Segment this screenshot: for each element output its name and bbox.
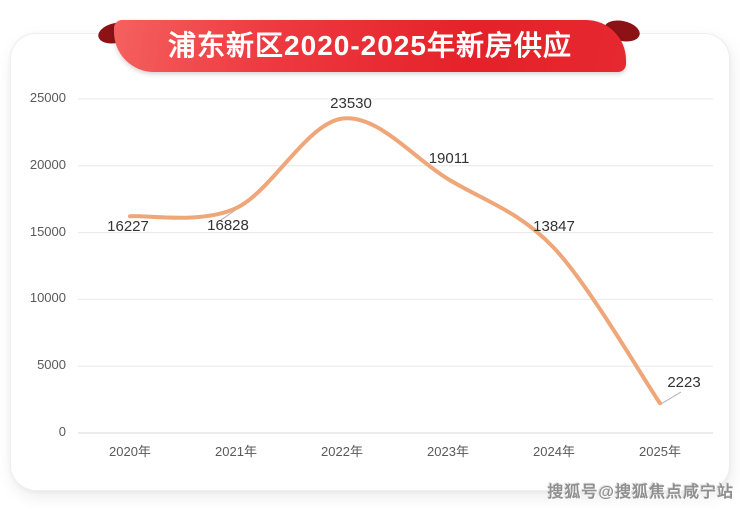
data-label: 2223: [667, 374, 701, 391]
data-label: 19011: [428, 150, 470, 167]
chart-title: 浦东新区2020-2025年新房供应: [168, 30, 572, 61]
y-axis-tick-label: 15000: [29, 224, 66, 239]
x-axis-label: 2024年: [533, 444, 575, 459]
y-axis-tick-label: 10000: [29, 290, 66, 305]
y-axis-tick-label: 20000: [29, 157, 66, 172]
ribbon-body: 浦东新区2020-2025年新房供应: [114, 20, 626, 72]
x-axis-label: 2025年: [639, 444, 681, 459]
data-label: 16227: [107, 218, 149, 235]
y-axis-tick-label: 25000: [29, 90, 66, 105]
data-label: 16828: [207, 217, 249, 234]
x-axis-label: 2022年: [321, 444, 363, 459]
x-axis-label: 2020年: [109, 444, 151, 459]
y-axis-tick-label: 0: [58, 424, 66, 439]
data-label: 23530: [330, 95, 372, 112]
x-axis-label: 2023年: [427, 444, 469, 459]
watermark: 搜狐号@搜狐焦点咸宁站: [547, 484, 734, 501]
data-label: 13847: [533, 218, 575, 235]
y-axis-tick-label: 5000: [37, 357, 66, 372]
title-ribbon: 浦东新区2020-2025年新房供应: [96, 17, 642, 72]
x-axis-label: 2021年: [215, 444, 257, 459]
